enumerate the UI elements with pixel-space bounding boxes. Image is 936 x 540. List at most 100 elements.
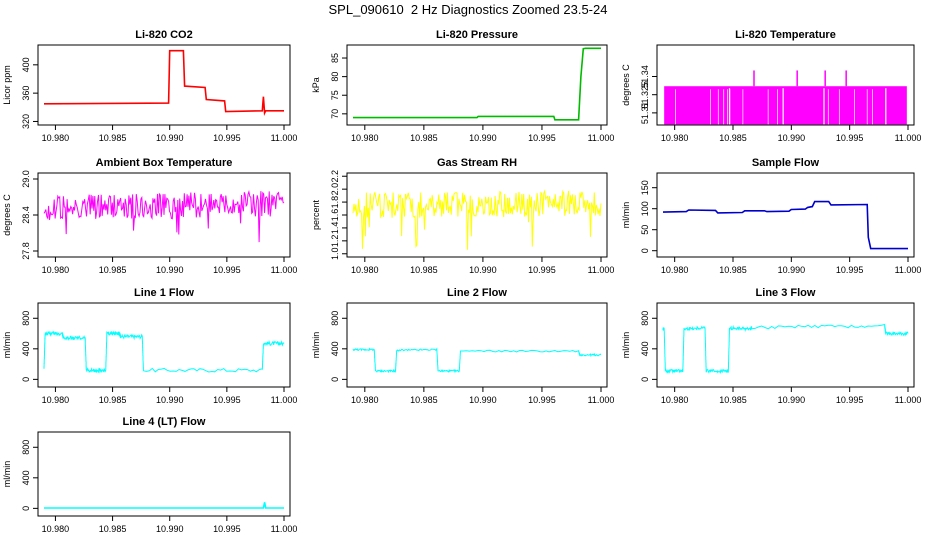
x-tick-label: 10.985 [410,265,438,275]
x-tick-label: 10.985 [99,524,127,534]
y-axis-label: degrees C [2,194,12,236]
x-tick-label: 10.995 [213,395,241,405]
chart-panel-5: Gas Stream RH percent 10.980 10.985 10.990 10… [311,157,614,275]
y-tick-label: 100 [640,201,650,216]
x-tick-label: 10.995 [836,265,864,275]
y-tick-label: 29.0 [21,170,31,188]
plot-frame [656,172,915,258]
panel-title: Line 3 Flow [756,287,816,299]
y-tick-label: 2.0 [330,183,340,196]
y-axis-label: degrees C [621,64,631,106]
x-tick-label: 10.995 [213,524,241,534]
x-tick-label: 10.990 [778,395,806,405]
y-tick-label: 51.31 [640,102,650,125]
chart-panel-7: Line 1 Flow ml/min 10.980 10.985 10.990 10.99… [2,287,297,405]
x-tick-label: 10.990 [778,133,806,143]
x-tick-label: 10.995 [213,133,241,143]
panel-title: Gas Stream RH [437,157,517,169]
x-tick-label: 11.000 [588,265,615,275]
data-series-line [44,502,284,509]
x-tick-label: 10.985 [99,265,127,275]
x-tick-label: 10.995 [528,133,556,143]
panel-title: Line 2 Flow [447,287,507,299]
x-tick-label: 11.000 [895,395,922,405]
y-tick-label: 400 [21,470,31,485]
panel-title: Li-820 CO2 [135,29,192,41]
x-tick-label: 10.990 [469,265,497,275]
y-tick-label: 400 [21,341,31,356]
x-tick-label: 10.990 [156,524,184,534]
y-axis-label: ml/min [311,332,321,359]
y-tick-label: 0 [640,248,650,253]
y-tick-label: 1.0 [330,248,340,261]
x-tick-label: 10.990 [156,395,184,405]
y-tick-label: 400 [330,341,340,356]
plot-frame [37,44,291,126]
x-tick-label: 10.980 [661,395,689,405]
x-tick-label: 11.000 [271,524,298,534]
plot-frame [37,431,291,517]
y-tick-label: 75 [330,90,340,100]
data-series-line [662,200,908,250]
panel-title: Sample Flow [752,157,820,169]
x-tick-label: 11.000 [895,133,922,143]
x-tick-label: 10.980 [42,133,70,143]
x-tick-label: 10.980 [661,133,689,143]
x-tick-label: 10.985 [719,265,747,275]
chart-panel-4: Ambient Box Temperature degrees C 10.980 10… [2,157,297,275]
x-tick-label: 11.000 [588,395,615,405]
x-tick-label: 10.995 [836,395,864,405]
panel-title: Li-820 Pressure [436,29,518,41]
data-series-line [352,347,602,374]
y-tick-label: 400 [640,341,650,356]
y-tick-label: 1.6 [330,209,340,222]
x-tick-label: 10.995 [528,265,556,275]
panel-title: Li-820 Temperature [735,29,836,41]
x-tick-label: 10.985 [719,395,747,405]
x-tick-label: 10.990 [156,265,184,275]
y-tick-label: 0 [330,377,340,382]
temperature-band [664,86,907,125]
y-tick-label: 27.8 [21,242,31,260]
data-series-line [353,47,601,121]
x-tick-label: 10.990 [469,133,497,143]
y-tick-label: 50 [640,225,650,235]
y-axis-label: ml/min [621,332,631,359]
data-series-line [43,189,285,243]
chart-panel-8: Line 2 Flow ml/min 10.980 10.985 10.990 10.99… [311,287,614,405]
y-axis-label: ml/min [2,332,12,359]
panel-title: Line 1 Flow [134,287,194,299]
x-tick-label: 10.990 [469,395,497,405]
data-series-line [43,49,284,116]
x-tick-label: 10.990 [156,133,184,143]
panel-title: Ambient Box Temperature [96,157,233,169]
y-axis-label: percent [311,199,321,230]
x-tick-label: 11.000 [271,133,298,143]
y-tick-label: 320 [21,114,31,129]
data-series-line [43,330,285,374]
y-tick-label: 1.4 [330,222,340,235]
y-tick-label: 800 [330,311,340,326]
chart-panel-9: Line 3 Flow ml/min 10.980 10.985 10.990 10.99… [621,287,921,405]
x-tick-label: 10.995 [528,395,556,405]
x-tick-label: 11.000 [588,133,615,143]
plot-frame [656,302,915,388]
x-tick-label: 10.980 [351,133,379,143]
y-axis-label: ml/min [621,202,631,229]
y-tick-label: 400 [21,57,31,72]
y-tick-label: 2.2 [330,170,340,183]
y-tick-label: 1.8 [330,196,340,209]
y-axis-label: ml/min [2,461,12,488]
x-tick-label: 10.980 [351,395,379,405]
x-tick-label: 10.995 [836,133,864,143]
y-tick-label: 800 [21,311,31,326]
figure-title: SPL_090610 2 Hz Diagnostics Zoomed 23.5-… [328,2,608,17]
x-tick-label: 10.990 [778,265,806,275]
y-tick-label: 0 [640,377,650,382]
plot-frame [656,44,915,126]
data-series-line [662,323,909,375]
x-tick-label: 10.980 [351,265,379,275]
x-tick-label: 10.985 [99,133,127,143]
plot-frame [37,172,291,258]
